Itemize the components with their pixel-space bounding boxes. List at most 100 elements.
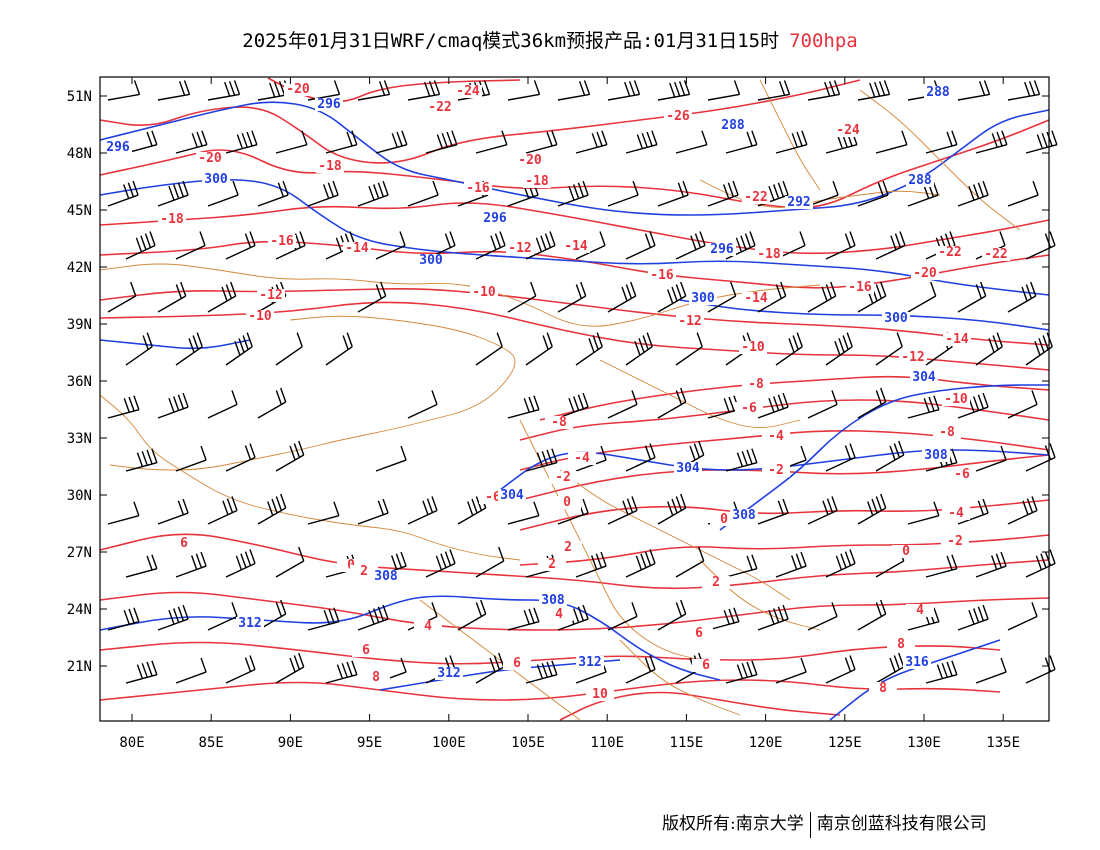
- contour-label: 288: [721, 118, 745, 133]
- wind-barb: [575, 231, 606, 260]
- contour-label: -18: [160, 212, 184, 227]
- geopotential-line: [99, 178, 1050, 296]
- contour-label-bg: [523, 175, 551, 188]
- contour-label-bg: [576, 656, 604, 669]
- lat-tick-label: 27N: [67, 545, 92, 561]
- wind-barb: [675, 332, 703, 366]
- wind-barb: [425, 130, 458, 154]
- wind-barb: [257, 180, 289, 207]
- contour-label-bg: [719, 119, 747, 132]
- wind-barb: [125, 231, 156, 260]
- contour-label-bg: [785, 196, 813, 209]
- wind-barb: [807, 80, 841, 101]
- contour-label-bg: [538, 558, 566, 571]
- contour-label: -24: [456, 84, 480, 99]
- lon-tick-label: 100E: [432, 735, 466, 751]
- contour-label-bg: [498, 489, 526, 502]
- contour-label-bg: [735, 402, 763, 415]
- lon-tick-label: 125E: [828, 735, 862, 751]
- contour-label: -6: [485, 490, 501, 505]
- contour-label-bg: [470, 286, 498, 299]
- wind-barb: [707, 395, 740, 419]
- wind-barb: [357, 498, 389, 525]
- wind-barb: [857, 80, 891, 101]
- wind-barb: [1025, 443, 1056, 472]
- wind-barb: [725, 660, 758, 684]
- isotherm-line: [99, 533, 1050, 590]
- contour-label-bg: [834, 124, 862, 137]
- wind-barb: [975, 130, 1008, 154]
- map-frame: [99, 76, 1050, 722]
- contour-label: 6: [362, 643, 370, 658]
- contour-label-bg: [545, 608, 573, 621]
- wind-barb: [707, 281, 737, 313]
- wind-barb: [107, 80, 141, 101]
- wind-barb: [1025, 130, 1058, 154]
- contour-label-bg: [104, 141, 132, 154]
- wind-barb: [857, 493, 887, 525]
- wind-barb: [907, 395, 940, 419]
- wind-barb: [825, 655, 856, 684]
- boundary-line: [99, 263, 821, 327]
- contour-label-bg: [869, 682, 897, 695]
- lon-tick-label: 80E: [119, 735, 144, 751]
- boundary-line: [519, 419, 701, 661]
- wind-barb: [957, 80, 991, 101]
- geopotential-line: [719, 384, 1049, 531]
- contour-label: 308: [924, 448, 948, 463]
- wind-barb: [557, 604, 589, 631]
- contour-label: 2: [712, 575, 720, 590]
- contour-label-bg: [887, 638, 915, 651]
- wind-barb: [475, 231, 506, 260]
- contour-label: -10: [248, 309, 272, 324]
- contour-label-bg: [941, 535, 969, 548]
- contour-label: -4: [948, 506, 964, 521]
- contour-label-bg: [246, 310, 274, 323]
- wind-barb: [525, 231, 556, 260]
- wind-barb: [307, 501, 340, 525]
- contour-label-bg: [170, 537, 198, 550]
- wind-barb: [125, 554, 158, 578]
- wind-barb: [757, 180, 789, 207]
- contour-label-bg: [708, 243, 736, 256]
- wind-barb: [657, 80, 691, 101]
- wind-barb: [307, 607, 340, 631]
- wind-barb: [475, 130, 508, 154]
- wind-barb: [1007, 80, 1041, 101]
- contour-label: -16: [650, 268, 674, 283]
- contour-label: -4: [768, 429, 784, 444]
- wind-barb: [957, 180, 989, 207]
- wind-barb: [625, 130, 658, 154]
- wind-barb: [107, 395, 140, 419]
- wind-barb: [825, 549, 856, 578]
- wind-barb: [475, 332, 503, 366]
- wind-barb: [607, 390, 638, 419]
- wind-barb: [775, 130, 808, 154]
- contour-label: -2: [947, 534, 963, 549]
- boundary-line: [599, 359, 801, 428]
- contour-label-bg: [906, 604, 934, 617]
- wind-barb: [107, 501, 140, 525]
- lat-tick-label: 48N: [67, 146, 92, 162]
- contour-label: -14: [945, 332, 969, 347]
- wind-barb: [625, 443, 656, 472]
- wind-barb: [1007, 496, 1038, 525]
- contour-label: -14: [744, 291, 768, 306]
- wind-barb: [175, 445, 207, 472]
- contour-label: 292: [787, 195, 810, 210]
- contour-label: 0: [563, 495, 571, 510]
- wind-barb: [875, 652, 905, 684]
- longitude-axis: 80E 85E 90E 95E 100E 105E 110E 115E 120E 125E 130E…: [119, 77, 1020, 751]
- contour-label-bg: [924, 86, 952, 99]
- contour-label-bg: [899, 351, 927, 364]
- wind-barb: [775, 551, 807, 578]
- contour-label-bg: [284, 83, 312, 96]
- lat-tick-label: 45N: [67, 203, 92, 219]
- wind-barb: [575, 130, 608, 154]
- wind-barb: [307, 80, 341, 101]
- wind-barb: [657, 493, 687, 525]
- wind-barb: [457, 599, 487, 631]
- contour-label-bg: [562, 240, 590, 253]
- contour-label-bg: [762, 464, 790, 477]
- wind-barb: [725, 554, 758, 578]
